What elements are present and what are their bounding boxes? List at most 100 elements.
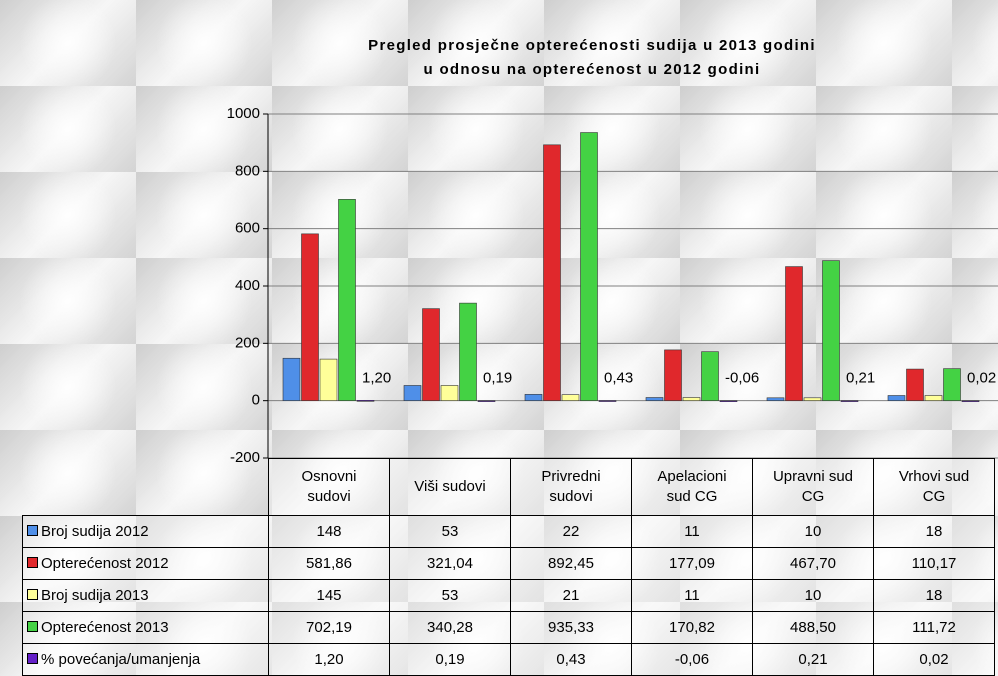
- legend-label: % povećanja/umanjenja: [41, 651, 201, 668]
- table-cell: 581,86: [268, 547, 390, 580]
- bar: [766, 397, 785, 401]
- y-tick-label: 800: [235, 162, 260, 179]
- table-cell: 467,70: [752, 547, 874, 580]
- bar: [719, 400, 738, 402]
- data-label: 0,43: [604, 370, 633, 387]
- legend-key: [27, 525, 38, 536]
- table-cell: 0,43: [510, 643, 632, 676]
- table-cell: 111,72: [873, 611, 995, 644]
- bar: [403, 385, 422, 401]
- bar: [682, 397, 701, 401]
- bar: [282, 357, 301, 401]
- legend-cell: Opterećenost 2013: [22, 611, 269, 644]
- data-label: 1,20: [362, 369, 391, 386]
- bar: [543, 144, 561, 401]
- data-label: 0,02: [967, 370, 996, 387]
- legend-key: [27, 621, 38, 632]
- category-cell: Vrhovi sud CG: [873, 458, 995, 516]
- data-label: 0,21: [846, 370, 875, 387]
- series-row: % povećanja/umanjenja 1,20 0,19 0,43 -0,06 0,…: [22, 643, 995, 676]
- bar: [459, 302, 477, 401]
- bar: [422, 308, 440, 401]
- category-cell: Upravni sud CG: [752, 458, 874, 516]
- blank-cell: [22, 458, 269, 516]
- bar: [961, 400, 980, 402]
- bar: [645, 397, 664, 401]
- bar: [580, 132, 598, 401]
- table-cell: 22: [510, 515, 632, 548]
- table-cell: 53: [389, 579, 511, 612]
- bar: [356, 400, 375, 402]
- category-cell: Apelacioni sud CG: [631, 458, 753, 516]
- table-cell: 21: [510, 579, 632, 612]
- bar: [785, 266, 803, 401]
- table-cell: 170,82: [631, 611, 753, 644]
- y-tick-label: 0: [252, 392, 260, 409]
- table-cell: 0,21: [752, 643, 874, 676]
- data-label: 0,19: [483, 370, 512, 387]
- table-cell: 10: [752, 515, 874, 548]
- legend-label: Opterećenost 2013: [41, 619, 169, 636]
- table-cell: 53: [389, 515, 511, 548]
- y-tick-label: 600: [235, 220, 260, 237]
- header-row: Osnovni sudovi Viši sudovi Privredni sudov…: [22, 458, 995, 516]
- table-cell: 11: [631, 579, 753, 612]
- table-cell: 10: [752, 579, 874, 612]
- bar: [561, 394, 580, 401]
- table-cell: 702,19: [268, 611, 390, 644]
- x-tick-label: Apelacioni sud CG: [657, 468, 727, 505]
- legend-cell: % povećanja/umanjenja: [22, 643, 269, 676]
- bar: [803, 397, 822, 401]
- legend-key: [27, 589, 38, 600]
- table-cell: -0,06: [631, 643, 753, 676]
- data-label: -0,06: [725, 370, 759, 387]
- bar: [301, 233, 319, 401]
- y-tick-label: 1000: [227, 105, 260, 122]
- table-cell: 145: [268, 579, 390, 612]
- x-tick-label: Viši sudovi: [414, 478, 486, 495]
- chart-title: Pregled prosječne opterećenosti sudija u…: [368, 37, 816, 54]
- bar: [338, 199, 356, 401]
- legend-cell: Broj sudija 2013: [22, 579, 269, 612]
- legend-cell: Opterećenost 2012: [22, 547, 269, 580]
- bar: [701, 351, 719, 401]
- table-cell: 892,45: [510, 547, 632, 580]
- bar: [440, 385, 459, 401]
- series-row: Opterećenost 2013 702,19 340,28 935,33 170,8…: [22, 611, 995, 644]
- table-cell: 488,50: [752, 611, 874, 644]
- data-table: Osnovni sudovi Viši sudovi Privredni sudov…: [22, 458, 995, 676]
- bar: [906, 368, 924, 401]
- x-tick-label: Upravni sud CG: [772, 468, 854, 505]
- legend-key: [27, 557, 38, 568]
- x-tick-label: Vrhovi sud CG: [898, 468, 970, 505]
- legend-key: [27, 653, 38, 664]
- table-cell: 321,04: [389, 547, 511, 580]
- bar: [477, 400, 496, 402]
- table-cell: 110,17: [873, 547, 995, 580]
- bar: [840, 400, 859, 402]
- table-cell: 0,02: [873, 643, 995, 676]
- table-cell: 148: [268, 515, 390, 548]
- legend-label: Broj sudija 2013: [41, 587, 149, 604]
- legend-cell: Broj sudija 2012: [22, 515, 269, 548]
- series-row: Opterećenost 2012 581,86 321,04 892,45 177,0…: [22, 547, 995, 580]
- table-cell: 1,20: [268, 643, 390, 676]
- bar: [524, 394, 543, 401]
- series-row: Broj sudija 2013 145 53 21 11 10 18: [22, 579, 995, 612]
- bar: [598, 400, 617, 402]
- y-tick-label: 200: [235, 334, 260, 351]
- category-cell: Osnovni sudovi: [268, 458, 390, 516]
- bar: [319, 358, 338, 401]
- legend-label: Broj sudija 2012: [41, 523, 149, 540]
- chart-subtitle: u odnosu na opterećenost u 2012 godini: [424, 61, 761, 78]
- bar: [943, 368, 961, 401]
- table-cell: 340,28: [389, 611, 511, 644]
- table-cell: 177,09: [631, 547, 753, 580]
- category-cell: Privredni sudovi: [510, 458, 632, 516]
- bar: [822, 260, 840, 401]
- series-row: Broj sudija 2012 148 53 22 11 10 18: [22, 515, 995, 548]
- bar: [887, 395, 906, 401]
- table-cell: 18: [873, 515, 995, 548]
- table-cell: 0,19: [389, 643, 511, 676]
